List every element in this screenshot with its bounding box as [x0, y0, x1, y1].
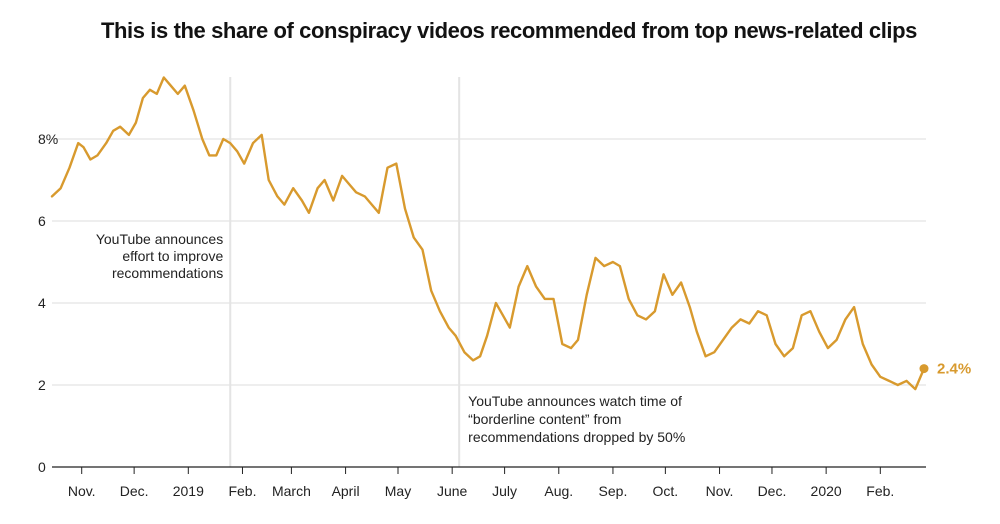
axes: 0 2 4 6 8% Nov. Dec. 2019 Feb. March April May June J… [38, 131, 926, 499]
annotation-line: recommendations dropped by 50% [468, 429, 685, 445]
x-tick-label: Nov. [706, 483, 734, 499]
series-line [50, 76, 926, 391]
x-tick-label: May [385, 483, 411, 499]
x-tick-label: July [492, 483, 517, 499]
annotation-line: YouTube announces watch time of [468, 393, 682, 409]
x-tick-label: Feb. [866, 483, 894, 499]
x-tick-label: 2020 [811, 483, 842, 499]
annotation-line: recommendations [112, 265, 223, 281]
y-tick-label: 6 [38, 213, 46, 229]
x-tick-label: June [437, 483, 468, 499]
x-tick-label: Aug. [544, 483, 573, 499]
annotation-text: YouTube announces watch time of “borderli… [468, 393, 685, 445]
series-end-point [919, 364, 929, 374]
event-lines [229, 77, 461, 467]
x-tick-label: Dec. [120, 483, 149, 499]
series: 2.4% [50, 76, 971, 391]
y-tick-label: 8% [38, 131, 58, 147]
series-end-label: 2.4% [937, 361, 971, 378]
x-tick-label: 2019 [173, 483, 204, 499]
x-tick-label: Nov. [68, 483, 96, 499]
chart-title: This is the share of conspiracy videos r… [100, 18, 918, 43]
x-tick-label: Dec. [758, 483, 787, 499]
x-tick-label: Feb. [228, 483, 256, 499]
y-tick-label: 2 [38, 377, 46, 393]
x-tick-label: March [272, 483, 311, 499]
annotation-line: “borderline content” from [468, 411, 621, 427]
y-tick-label: 4 [38, 295, 46, 311]
y-tick-label: 0 [38, 459, 46, 475]
x-tick-label: April [332, 483, 360, 499]
x-tick-label: Oct. [653, 483, 679, 499]
annotation-line: YouTube announces [96, 231, 223, 247]
annotation-line: effort to improve [122, 248, 223, 264]
gridlines [52, 138, 926, 386]
x-tick-label: Sep. [599, 483, 628, 499]
